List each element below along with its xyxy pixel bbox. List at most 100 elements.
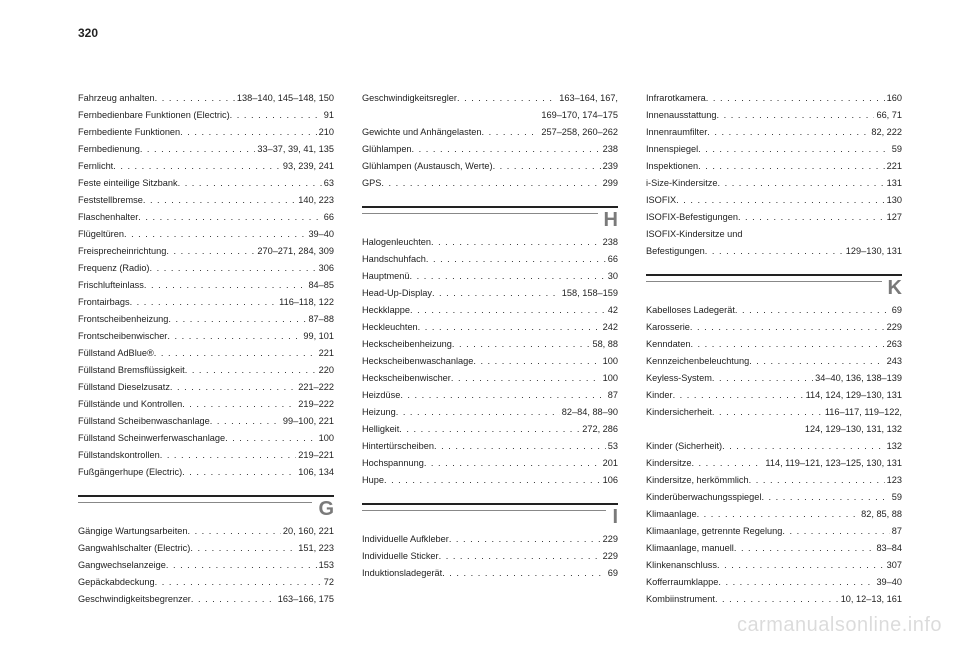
index-pages: 34–40, 136, 138–139 [813, 370, 902, 387]
index-label: ISOFIX [646, 192, 676, 209]
index-pages: 299 [601, 175, 618, 192]
index-leader-dots: . . . . . . . . . . . . . . . . . . . . … [140, 141, 256, 158]
index-entry-continuation: 124, 129–130, 131, 132 [646, 421, 902, 438]
index-entry: Frontairbags . . . . . . . . . . . . . .… [78, 294, 334, 311]
index-label: Gängige Wartungsarbeiten [78, 523, 187, 540]
index-entry: Individuelle Sticker . . . . . . . . . .… [362, 548, 618, 565]
index-label: Kabelloses Ladegerät [646, 302, 735, 319]
index-leader-dots: . . . . . . . . . . . . . . . . . . . . … [154, 345, 317, 362]
index-label: Hupe [362, 472, 384, 489]
index-entry: Helligkeit . . . . . . . . . . . . . . .… [362, 421, 618, 438]
index-pages: 116–117, 119–122, [823, 404, 902, 421]
index-label: Innenraumfilter [646, 124, 707, 141]
index-leader-dots: . . . . . . . . . . . . . . . . . . . . … [182, 464, 296, 481]
index-label: Kinder [646, 387, 673, 404]
index-leader-dots: . . . . . . . . . . . . . . . . . . . . … [676, 192, 885, 209]
index-label: Fußgängerhupe (Electric) [78, 464, 182, 481]
index-entry: Heizung . . . . . . . . . . . . . . . . … [362, 404, 618, 421]
index-entry-continuation: 169–170, 174–175 [362, 107, 618, 124]
index-entry: Befestigungen . . . . . . . . . . . . . … [646, 243, 902, 260]
index-leader-dots: . . . . . . . . . . . . . . . . . . . . … [705, 243, 844, 260]
index-leader-dots: . . . . . . . . . . . . . . . . . . . . … [230, 107, 322, 124]
index-pages: 82, 222 [869, 124, 902, 141]
index-entry: Glühlampen (Austausch, Werte) . . . . . … [362, 158, 618, 175]
index-label: Füllstand Bremsflüssigkeit [78, 362, 185, 379]
index-pages: 72 [322, 574, 334, 591]
index-entry: Flaschenhalter . . . . . . . . . . . . .… [78, 209, 334, 226]
index-label: Füllstand Scheibenwaschanlage [78, 413, 210, 430]
index-label: Flügeltüren [78, 226, 124, 243]
index-pages: 132 [885, 438, 902, 455]
index-label: Heckscheibenheizung [362, 336, 452, 353]
index-leader-dots: . . . . . . . . . . . . . . . . . . . . … [144, 277, 307, 294]
index-pages: 66, 71 [874, 107, 902, 124]
index-label: Feste einteilige Sitzbank [78, 175, 178, 192]
index-pages: 20, 160, 221 [281, 523, 334, 540]
index-pages: 63 [322, 175, 334, 192]
index-pages: 100 [601, 370, 618, 387]
index-leader-dots: . . . . . . . . . . . . . . . . . . . . … [449, 531, 601, 548]
index-leader-dots: . . . . . . . . . . . . . . . . . . . . … [143, 192, 296, 209]
index-label: Frontairbags [78, 294, 130, 311]
index-entry: Fernbedienung . . . . . . . . . . . . . … [78, 141, 334, 158]
index-pages: 238 [601, 141, 618, 158]
index-label: Infrarotkamera [646, 90, 706, 107]
index-label: Freisprecheinrichtung [78, 243, 166, 260]
index-label: Kinder (Sicherheit) [646, 438, 722, 455]
index-label: Kennzeichenbeleuchtung [646, 353, 749, 370]
index-entry: Innenraumfilter . . . . . . . . . . . . … [646, 124, 902, 141]
index-pages: 131 [885, 175, 902, 192]
index-pages: 58, 88 [590, 336, 618, 353]
index-leader-dots: . . . . . . . . . . . . . . . . . . . . … [718, 574, 874, 591]
index-label: Fernbediente Funktionen [78, 124, 180, 141]
index-label: Hochspannung [362, 455, 424, 472]
index-pages: 238 [601, 234, 618, 251]
index-pages: 220 [317, 362, 334, 379]
index-label: Fernbedienbare Funktionen (Electric) [78, 107, 230, 124]
index-leader-dots: . . . . . . . . . . . . . . . . . . . . … [190, 540, 296, 557]
index-label: Handschuhfach [362, 251, 426, 268]
index-columns: Fahrzeug anhalten . . . . . . . . . . . … [78, 90, 902, 608]
index-pages: 39–40 [874, 574, 902, 591]
index-leader-dots: . . . . . . . . . . . . . . . . . . . . … [426, 251, 606, 268]
index-pages: 91 [322, 107, 334, 124]
index-label: Heckklappe [362, 302, 410, 319]
section-header-i: I [362, 503, 618, 529]
index-pages: 59 [890, 489, 902, 506]
index-pages: 69 [890, 302, 902, 319]
index-leader-dots: . . . . . . . . . . . . . . . . . . . . … [707, 124, 869, 141]
index-leader-dots: . . . . . . . . . . . . . . . . . . . . … [738, 209, 885, 226]
index-pages: 153 [317, 557, 334, 574]
index-label: Frischlufteinlass [78, 277, 144, 294]
index-pages: 221 [317, 345, 334, 362]
index-entry: Füllstand Bremsflüssigkeit . . . . . . .… [78, 362, 334, 379]
index-pages: 221 [885, 158, 902, 175]
index-pages: 163–166, 175 [276, 591, 334, 608]
index-leader-dots: . . . . . . . . . . . . . . . . . . . . … [187, 523, 280, 540]
index-entry: Frequenz (Radio) . . . . . . . . . . . .… [78, 260, 334, 277]
index-entry: Kennzeichenbeleuchtung . . . . . . . . .… [646, 353, 902, 370]
index-pages: 242 [601, 319, 618, 336]
index-leader-dots: . . . . . . . . . . . . . . . . . . . . … [482, 124, 540, 141]
index-entry: Kofferraumklappe . . . . . . . . . . . .… [646, 574, 902, 591]
index-label: Füllstand AdBlue® [78, 345, 154, 362]
index-entry: Frischlufteinlass . . . . . . . . . . . … [78, 277, 334, 294]
index-column-1: Fahrzeug anhalten . . . . . . . . . . . … [78, 90, 334, 608]
index-entry: Feststellbremse . . . . . . . . . . . . … [78, 192, 334, 209]
section-header-h: H [362, 206, 618, 232]
index-pages: 210 [317, 124, 334, 141]
index-pages: 66 [322, 209, 334, 226]
index-label: Gangwechselanzeige [78, 557, 166, 574]
index-leader-dots: . . . . . . . . . . . . . . . . . . . . … [399, 421, 580, 438]
index-label: Fernbedienung [78, 141, 140, 158]
index-leader-dots: . . . . . . . . . . . . . . . . . . . . … [170, 379, 296, 396]
index-pages: 263 [885, 336, 902, 353]
index-entry: Frontscheibenheizung . . . . . . . . . .… [78, 311, 334, 328]
section-letter: G [312, 499, 334, 519]
index-leader-dots: . . . . . . . . . . . . . . . . . . . . … [410, 302, 606, 319]
index-entry: i-Size-Kindersitze . . . . . . . . . . .… [646, 175, 902, 192]
index-entry: ISOFIX . . . . . . . . . . . . . . . . .… [646, 192, 902, 209]
index-label: Heizung [362, 404, 396, 421]
index-label: GPS [362, 175, 381, 192]
index-entry: Hauptmenü . . . . . . . . . . . . . . . … [362, 268, 618, 285]
